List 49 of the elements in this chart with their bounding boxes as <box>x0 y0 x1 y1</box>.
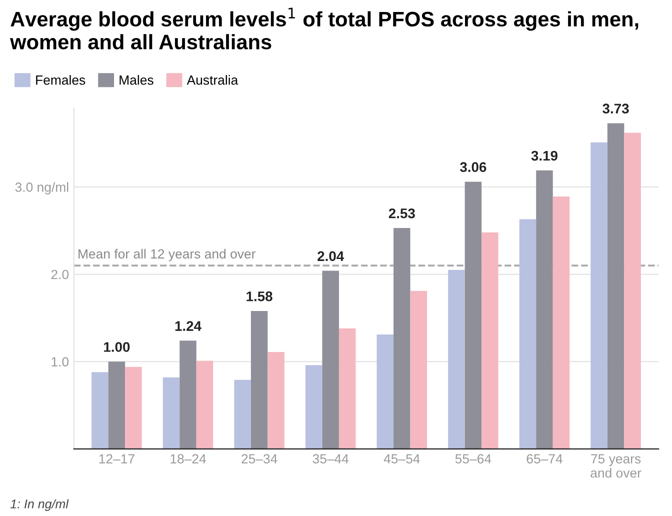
bar <box>322 270 339 449</box>
y-tick-label: 2.0 <box>51 270 69 280</box>
data-label: 3.73 <box>602 104 629 114</box>
y-tick-label: 3.0 ng/ml <box>15 182 68 194</box>
data-label: 1.00 <box>104 342 130 352</box>
data-label: 2.04 <box>318 251 344 262</box>
bar <box>552 196 570 449</box>
bar <box>234 380 251 449</box>
bar <box>482 232 498 449</box>
bar <box>394 228 410 449</box>
x-tick-label: 45–54 <box>384 454 420 464</box>
chart-title: Average blood serum levels$^{1}$ of total PFOS across ages in men, women and all Australians <box>10 8 638 50</box>
bar <box>268 352 284 449</box>
bar <box>196 360 214 449</box>
bar <box>519 219 536 449</box>
bar <box>162 377 180 449</box>
data-label: 2.53 <box>388 208 415 218</box>
bar <box>410 290 428 449</box>
x-tick-label: 18–24 <box>170 454 206 464</box>
bar <box>338 328 356 449</box>
bar <box>305 365 322 449</box>
legend-label: Males <box>120 75 154 85</box>
x-tick-label: 35–44 <box>312 454 349 464</box>
data-label: 1.58 <box>246 291 272 302</box>
legend-label: Females <box>36 75 86 85</box>
bar <box>448 270 465 449</box>
bar <box>590 142 608 449</box>
bar <box>250 310 268 449</box>
bar <box>108 362 126 449</box>
bar <box>376 334 394 449</box>
data-label: 1.24 <box>175 321 202 331</box>
data-label: 3.19 <box>531 150 558 161</box>
x-tick-label: 12–17 <box>99 454 134 464</box>
x-tick-label: 65–74 <box>526 454 562 464</box>
bar <box>536 170 553 449</box>
bar <box>464 182 482 449</box>
x-tick-label: 55–64 <box>455 454 492 464</box>
x-tick-label: 25–34 <box>242 454 278 464</box>
y-tick-label: 1.0 <box>52 357 69 367</box>
data-label: 3.06 <box>460 162 486 172</box>
bar <box>92 372 108 449</box>
bar <box>607 123 624 449</box>
legend-label: Australia <box>186 75 238 85</box>
x-tick-label: 75 years and over <box>590 454 642 478</box>
bar <box>125 366 142 449</box>
bar <box>624 132 641 449</box>
bar <box>180 340 196 449</box>
text: 1: In ng/ml <box>10 499 69 511</box>
ref-line-label: Mean for all 12 years and over <box>78 248 256 262</box>
